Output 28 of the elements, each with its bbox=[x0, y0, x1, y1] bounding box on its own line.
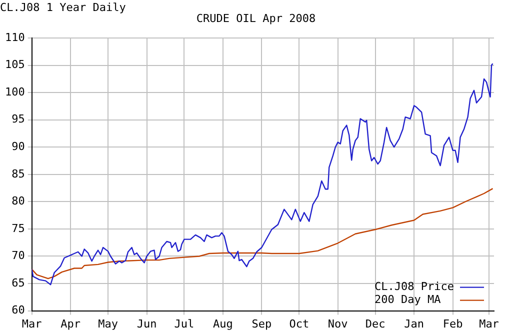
x-tick-label: Nov bbox=[328, 317, 348, 330]
y-tick-label: 90 bbox=[12, 140, 25, 153]
x-tick-label: Mar bbox=[479, 317, 500, 330]
y-tick-label: 85 bbox=[12, 167, 25, 180]
x-tick-label: Jan bbox=[404, 317, 424, 330]
x-tick-label: Aug bbox=[213, 317, 233, 330]
x-tick-label: May bbox=[98, 317, 118, 330]
x-tick-label: Feb bbox=[442, 317, 463, 330]
legend-label: CL.J08 Price bbox=[374, 280, 454, 294]
y-tick-label: 95 bbox=[12, 112, 25, 126]
y-tick-label: 105 bbox=[4, 58, 25, 72]
y-tick-label: 75 bbox=[12, 222, 25, 235]
y-tick-label: 65 bbox=[12, 276, 25, 290]
chart-title: CRUDE OIL Apr 2008 bbox=[196, 12, 316, 25]
y-tick-label: 60 bbox=[12, 304, 25, 317]
x-tick-label: Jul bbox=[174, 317, 194, 330]
x-tick-label: Jun bbox=[136, 317, 157, 330]
x-tick-label: Dec bbox=[365, 317, 386, 330]
x-tick-label: Oct bbox=[289, 317, 310, 330]
y-tick-label: 100 bbox=[4, 85, 25, 98]
y-tick-label: 80 bbox=[12, 194, 25, 208]
y-tick-label: 70 bbox=[12, 249, 25, 262]
legend-label: 200 Day MA bbox=[374, 293, 442, 306]
x-tick-label: Mar bbox=[22, 317, 42, 330]
chart-subtitle: CL.J08 1 Year Daily bbox=[0, 1, 126, 14]
x-tick-label: Apr bbox=[60, 317, 81, 330]
y-tick-label: 110 bbox=[4, 30, 25, 44]
x-tick-label: Sep bbox=[252, 317, 272, 330]
